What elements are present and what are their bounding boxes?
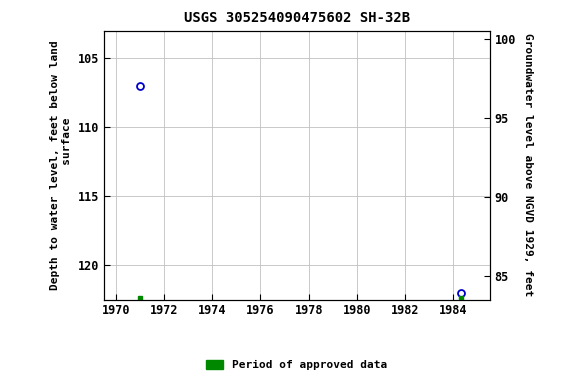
Legend: Period of approved data: Period of approved data [202,356,392,375]
Y-axis label: Groundwater level above NGVD 1929, feet: Groundwater level above NGVD 1929, feet [522,33,532,297]
Y-axis label: Depth to water level, feet below land
       surface: Depth to water level, feet below land su… [50,40,72,290]
Title: USGS 305254090475602 SH-32B: USGS 305254090475602 SH-32B [184,12,410,25]
